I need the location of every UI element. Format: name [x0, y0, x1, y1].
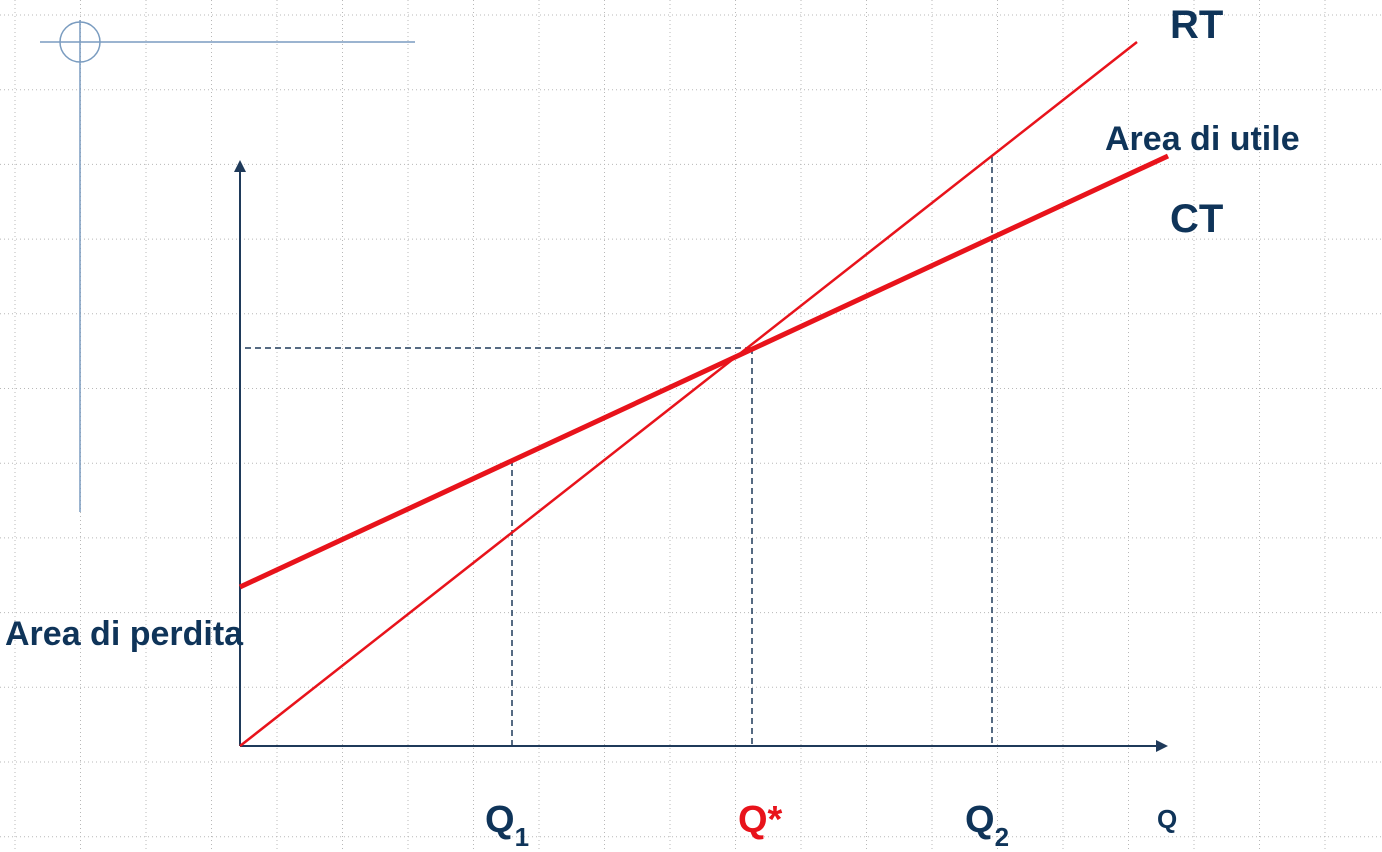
profit-area-label: Area di utile	[1105, 120, 1300, 158]
ct-line	[238, 153, 1170, 590]
q-axis-label: Q	[1157, 804, 1177, 834]
guides	[245, 157, 993, 746]
decor-circle	[59, 21, 101, 63]
decoration	[40, 20, 415, 512]
q-star-label: Q*	[738, 799, 783, 841]
q1-label: Q1	[485, 799, 529, 852]
q2-sub: 2	[995, 822, 1009, 852]
rt-line	[239, 41, 1138, 747]
axes	[234, 160, 1168, 752]
rt-label: RT	[1170, 3, 1223, 47]
q2-main: Q	[965, 799, 995, 841]
ct-label: CT	[1170, 197, 1223, 241]
q2-label: Q2	[965, 799, 1009, 852]
q1-main: Q	[485, 799, 515, 841]
q1-sub: 1	[515, 822, 529, 852]
loss-area-label: Area di perdita	[5, 615, 244, 653]
